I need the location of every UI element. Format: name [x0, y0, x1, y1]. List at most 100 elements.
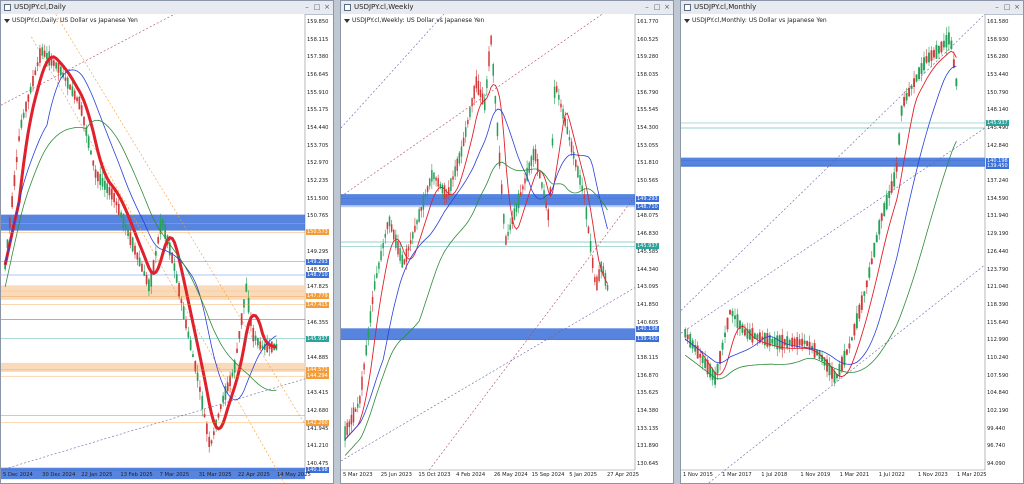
candle-body	[250, 319, 252, 326]
candle-body	[199, 386, 201, 392]
price-axis-label: 94.090	[987, 461, 1006, 467]
price-axis-label: 130.645	[637, 461, 659, 467]
price-axis-label: 161.580	[987, 19, 1009, 25]
candle-body	[85, 127, 88, 136]
candle-body	[806, 340, 809, 347]
candle-body	[594, 277, 596, 282]
candle-body	[600, 261, 602, 272]
symbol-description: USDJPY.cl,Weekly: US Dollar vs Japanese …	[344, 17, 484, 24]
close-icon[interactable]: ×	[1014, 3, 1020, 11]
close-icon[interactable]: ×	[324, 3, 330, 11]
zone-band	[1, 214, 305, 231]
candle-body	[231, 372, 234, 377]
candle-body	[245, 283, 248, 292]
dropdown-arrow-icon[interactable]	[684, 18, 690, 23]
dropdown-arrow-icon[interactable]	[4, 18, 10, 23]
chart-canvas[interactable]	[681, 14, 1023, 483]
candle-body	[903, 96, 906, 106]
candle-body	[734, 315, 736, 320]
candle-body	[452, 176, 454, 180]
candle-body	[399, 248, 401, 261]
candle-body	[875, 235, 878, 243]
price-axis-label: 154.300	[637, 125, 659, 132]
price-axis-label: 141.945	[307, 425, 329, 432]
candle-body	[840, 356, 843, 372]
chart-canvas[interactable]	[341, 14, 673, 483]
candle-body	[558, 94, 560, 100]
candle-body	[403, 259, 406, 265]
chart-window-monthly[interactable]: USDJPY.cl,Monthly – □ × USDJPY.cl,Monthl…	[680, 0, 1024, 484]
candle-body	[933, 50, 935, 58]
candle-body	[367, 329, 370, 338]
candle-body	[435, 177, 437, 181]
candle-body	[143, 271, 146, 276]
candle-body	[361, 376, 363, 390]
candle-body	[798, 339, 801, 346]
candle-body	[496, 122, 499, 137]
candle-body	[428, 178, 431, 187]
chart-window-weekly[interactable]: USDJPY.cl,Weekly – □ × USDJPY.cl,Weekly:…	[340, 0, 674, 484]
price-chart[interactable]: USDJPY.cl,Monthly: US Dollar vs Japanese…	[681, 14, 1023, 483]
price-chart[interactable]: USDJPY.cl,Weekly: US Dollar vs Japanese …	[341, 14, 673, 483]
zone-band	[1, 289, 305, 300]
price-axis-label: 131.890	[637, 443, 659, 450]
candle-body	[689, 334, 692, 348]
close-icon[interactable]: ×	[664, 3, 670, 11]
price-axis-label: 102.190	[987, 407, 1009, 414]
maximize-icon[interactable]: □	[313, 3, 321, 11]
price-axis-label: 115.640	[987, 319, 1009, 326]
maximize-icon[interactable]: □	[1003, 3, 1011, 11]
chart-window-daily[interactable]: USDJPY.cl,Daily – □ × USDJPY.cl,Daily: U…	[0, 0, 334, 484]
candle-body	[64, 77, 67, 81]
candle-body	[240, 313, 243, 326]
price-chart[interactable]: USDJPY.cl,Daily: US Dollar vs Japanese Y…	[1, 14, 333, 483]
price-axis-label: 149.295	[307, 248, 329, 255]
minimize-icon[interactable]: –	[995, 3, 999, 11]
candle-body	[127, 229, 129, 236]
candle-body	[238, 331, 241, 339]
maximize-icon[interactable]: □	[653, 3, 661, 11]
candle-body	[365, 345, 367, 356]
candle-body	[753, 333, 756, 339]
candle-body	[910, 85, 913, 89]
candle-body	[469, 107, 471, 118]
window-titlebar[interactable]: USDJPY.cl,Daily – □ ×	[1, 1, 333, 15]
candle-body	[36, 62, 39, 66]
candle-body	[226, 382, 229, 392]
candle-body	[185, 319, 187, 329]
minimize-icon[interactable]: –	[645, 3, 649, 11]
candle-body	[450, 178, 452, 191]
candle-body	[553, 86, 556, 99]
price-axis-label: 141.210	[307, 443, 329, 450]
candle-body	[212, 431, 215, 436]
candle-body	[935, 44, 938, 59]
candle-body	[602, 266, 605, 276]
candle-body	[539, 171, 541, 179]
price-tag: 148.710	[306, 271, 329, 278]
trend-line	[341, 14, 445, 129]
candle-body	[479, 89, 482, 98]
window-titlebar[interactable]: USDJPY.cl,Weekly – □ ×	[341, 1, 673, 15]
price-axis-label: 134.380	[637, 407, 659, 414]
chart-canvas[interactable]	[1, 14, 333, 483]
minimize-icon[interactable]: –	[305, 3, 309, 11]
candle-body	[80, 105, 83, 116]
price-axis-label: 135.625	[637, 390, 659, 397]
price-axis-label: 129.190	[987, 231, 1009, 238]
moving-average-line	[4, 69, 277, 401]
candle-body	[950, 40, 953, 49]
candle-body	[783, 339, 786, 346]
candle-body	[134, 245, 136, 255]
candle-body	[900, 106, 903, 116]
candle-body	[570, 141, 573, 153]
chart-window-icon	[684, 4, 691, 11]
dropdown-arrow-icon[interactable]	[344, 18, 350, 23]
price-axis-label: 151.810	[637, 160, 659, 167]
candle-body	[90, 150, 92, 155]
window-titlebar[interactable]: USDJPY.cl,Monthly – □ ×	[681, 1, 1023, 15]
candle-body	[275, 344, 278, 350]
candle-body	[43, 50, 46, 57]
candle-body	[168, 242, 171, 256]
price-axis-label: 143.415	[307, 390, 329, 397]
candle-body	[201, 395, 204, 410]
